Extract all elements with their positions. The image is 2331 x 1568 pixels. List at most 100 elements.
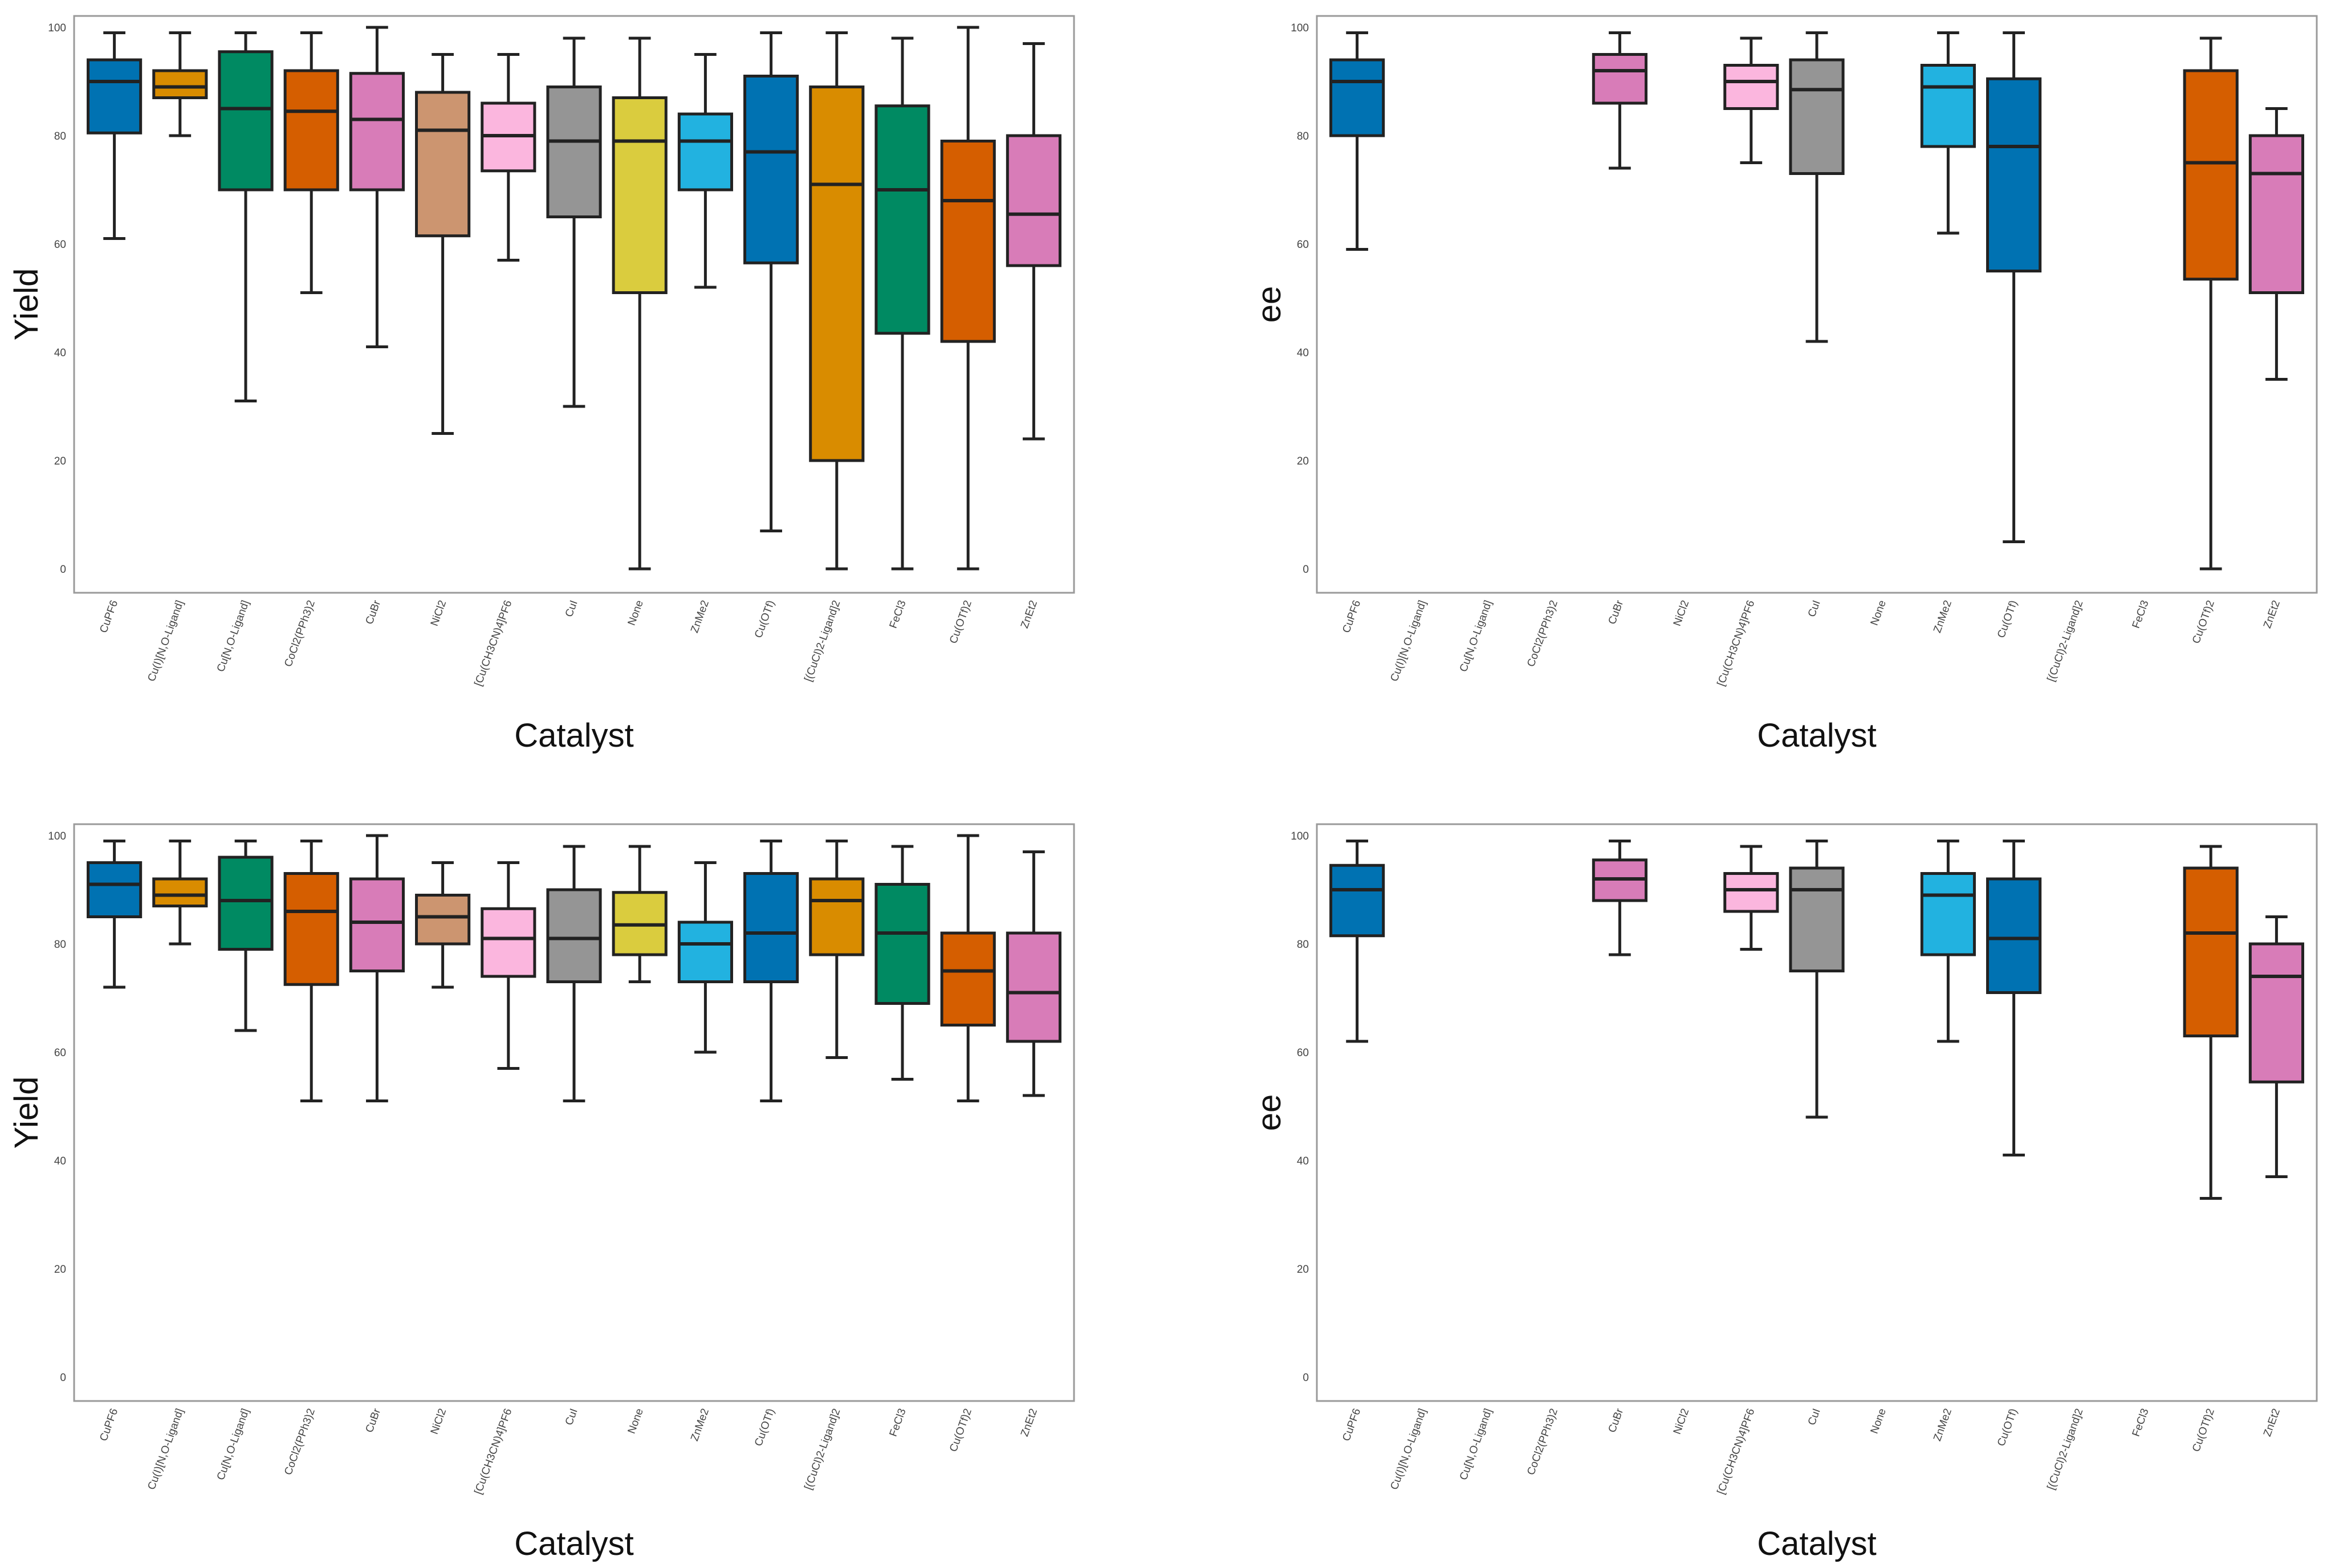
- box-cu-ch3cn-4-pf6: [1723, 845, 1779, 951]
- x-tick-label-cu-i-n-o-ligand: Cu(I)[N,O-Ligand]: [145, 599, 186, 683]
- x-tick-label-znet2: ZnEt2: [2261, 1407, 2283, 1439]
- iqr-box: [546, 888, 602, 983]
- x-tick-label-cui: CuI: [1806, 599, 1823, 619]
- iqr-box: [1723, 64, 1779, 110]
- y-tick-label: 40: [1297, 347, 1309, 359]
- iqr-box: [87, 58, 143, 135]
- x-tick-label-none: None: [626, 1407, 646, 1436]
- box-cu-otf-2: [940, 834, 996, 1102]
- x-tick-label-nicl2: NiCl2: [429, 1407, 449, 1436]
- iqr-box: [1986, 77, 2042, 272]
- iqr-box: [743, 872, 799, 983]
- iqr-box: [1789, 58, 1845, 175]
- iqr-box: [2248, 134, 2304, 294]
- x-tick-label-znme2: ZnMe2: [689, 599, 711, 635]
- x-tick-label-cubr: CuBr: [1606, 598, 1626, 626]
- y-tick-label: 60: [1297, 1047, 1309, 1059]
- iqr-box: [809, 877, 865, 956]
- y-tick-label: 100: [48, 830, 66, 842]
- x-axis-label: Catalyst: [1757, 1525, 1877, 1562]
- x-tick-label-cu-ch3cn-4-pf6: [Cu(CH3CN)4]PF6: [473, 599, 515, 688]
- x-tick-label-cu-otf: Cu(OTf): [1995, 1407, 2020, 1448]
- chart-svg: 0 20 40 60 80 100 ee Catalyst CuPF6 Cu(I)[N,O-Lig…: [1251, 823, 2318, 1562]
- x-tick-label-cui: CuI: [563, 599, 580, 619]
- box-cu-otf: [1986, 840, 2042, 1156]
- x-tick-label-cucl-2-ligand-2: [(CuCl)2-Ligand]2: [2045, 1407, 2085, 1492]
- box-znme2: [1920, 31, 1976, 235]
- box-cui: [1789, 31, 1845, 343]
- iqr-box: [1329, 58, 1385, 137]
- box-cu-otf-2: [2183, 36, 2239, 571]
- x-tick-label-cubr: CuBr: [364, 598, 384, 626]
- box-znme2: [1920, 840, 1976, 1043]
- chart-ee-top: 0 20 40 60 80 100 ee Catalyst CuPF6 Cu(I)[N,O-Lig…: [1243, 0, 2326, 758]
- x-tick-label-cui: CuI: [1806, 1407, 1823, 1427]
- y-tick-label: 60: [1297, 239, 1309, 251]
- iqr-box: [1920, 64, 1976, 148]
- box-cu-otf: [743, 31, 799, 532]
- box-znet2: [1006, 42, 1061, 441]
- box-cubr: [1592, 31, 1647, 170]
- box-cu-otf: [743, 840, 799, 1102]
- box-znet2: [2248, 915, 2304, 1178]
- x-tick-label-znme2: ZnMe2: [689, 1407, 711, 1443]
- y-tick-label: 60: [54, 1047, 66, 1059]
- box-cubr: [349, 834, 405, 1102]
- iqr-box: [1592, 53, 1647, 105]
- x-tick-label-cu-ch3cn-4-pf6: [Cu(CH3CN)4]PF6: [1715, 599, 1758, 688]
- y-tick-label: 20: [54, 455, 66, 467]
- box-cu-n-o-ligand: [218, 840, 274, 1032]
- x-tick-label-cu-i-n-o-ligand: Cu(I)[N,O-Ligand]: [1388, 1407, 1429, 1492]
- x-tick-label-none: None: [1869, 1407, 1889, 1436]
- x-tick-label-cucl-2-ligand-2: [(CuCl)2-Ligand]2: [2045, 599, 2085, 683]
- iqr-box: [874, 104, 930, 335]
- box-cu-otf-2: [940, 26, 996, 571]
- iqr-box: [1986, 877, 2042, 994]
- y-tick-label: 80: [1297, 939, 1309, 951]
- x-tick-label-cupf6: CuPF6: [1340, 1407, 1363, 1443]
- x-tick-label-fecl3: FeCl3: [888, 1407, 909, 1439]
- plot-frame: [1316, 15, 2318, 594]
- y-tick-label: 60: [54, 239, 66, 251]
- x-tick-label-nicl2: NiCl2: [429, 599, 449, 628]
- x-tick-label-cu-ch3cn-4-pf6: [Cu(CH3CN)4]PF6: [1715, 1407, 1758, 1496]
- iqr-box: [1006, 134, 1061, 267]
- y-tick-label: 0: [60, 1372, 66, 1384]
- x-tick-label-cu-n-o-ligand: Cu[N,O-Ligand]: [1458, 599, 1495, 674]
- box-cucl-2-ligand-2: [809, 31, 865, 571]
- chart-yield-top: 0 20 40 60 80 100 Yield Catalyst CuPF6 Cu(I)[N,O-…: [0, 0, 1083, 758]
- x-tick-label-cocl2-pph3-2: CoCl2(PPh3)2: [282, 599, 318, 669]
- x-tick-label-cu-n-o-ligand: Cu[N,O-Ligand]: [215, 1407, 252, 1482]
- box-znme2: [677, 53, 733, 289]
- box-none: [612, 845, 668, 983]
- box-cupf6: [1329, 840, 1385, 1043]
- chart-svg: 0 20 40 60 80 100 Yield Catalyst CuPF6 Cu(I)[N,O-…: [8, 823, 1075, 1562]
- iqr-box: [743, 75, 799, 264]
- x-axis-label: Catalyst: [514, 1525, 634, 1562]
- box-cu-ch3cn-4-pf6: [1723, 36, 1779, 164]
- iqr-box: [1006, 931, 1061, 1043]
- x-tick-label-cu-otf-2: Cu(OTf)2: [947, 599, 974, 646]
- iqr-box: [940, 140, 996, 343]
- box-cui: [546, 845, 602, 1102]
- x-tick-label-cui: CuI: [563, 1407, 580, 1427]
- x-tick-label-cu-n-o-ligand: Cu[N,O-Ligand]: [215, 599, 252, 674]
- box-cupf6: [87, 840, 143, 989]
- box-cupf6: [87, 31, 143, 240]
- x-tick-label-nicl2: NiCl2: [1671, 599, 1692, 628]
- box-fecl3: [874, 36, 930, 571]
- box-cu-ch3cn-4-pf6: [481, 861, 536, 1070]
- box-cui: [546, 36, 602, 408]
- box-cu-ch3cn-4-pf6: [481, 53, 536, 262]
- box-cubr: [349, 26, 405, 348]
- x-tick-label-cucl-2-ligand-2: [(CuCl)2-Ligand]2: [802, 1407, 843, 1492]
- iqr-box: [809, 85, 865, 462]
- plot-frame: [73, 15, 1075, 594]
- y-tick-label: 40: [54, 1155, 66, 1167]
- box-cu-otf-2: [2183, 845, 2239, 1200]
- plot-frame: [1316, 823, 2318, 1402]
- iqr-box: [1329, 864, 1385, 938]
- box-cui: [1789, 840, 1845, 1119]
- y-axis-label: ee: [1251, 286, 1288, 323]
- x-tick-label-cu-ch3cn-4-pf6: [Cu(CH3CN)4]PF6: [473, 1407, 515, 1496]
